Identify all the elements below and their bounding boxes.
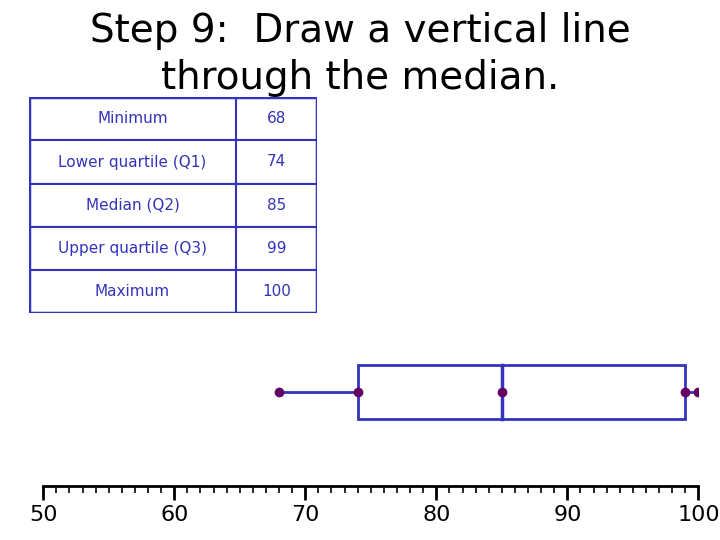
- Bar: [29, 140, 317, 184]
- Bar: [29, 270, 317, 313]
- Text: 74: 74: [267, 154, 286, 170]
- Text: Step 9:  Draw a vertical line
through the median.: Step 9: Draw a vertical line through the…: [89, 12, 631, 97]
- Text: 68: 68: [267, 111, 286, 126]
- Bar: [29, 184, 317, 227]
- Text: Lower quartile (Q1): Lower quartile (Q1): [58, 154, 207, 170]
- Bar: [29, 97, 317, 140]
- Text: 99: 99: [266, 241, 287, 256]
- Bar: [358, 364, 685, 418]
- Text: Maximum: Maximum: [95, 284, 170, 299]
- Bar: [29, 227, 317, 270]
- Text: Upper quartile (Q3): Upper quartile (Q3): [58, 241, 207, 256]
- Text: Median (Q2): Median (Q2): [86, 198, 179, 213]
- Text: 100: 100: [262, 284, 291, 299]
- Text: Minimum: Minimum: [97, 111, 168, 126]
- Text: 85: 85: [267, 198, 286, 213]
